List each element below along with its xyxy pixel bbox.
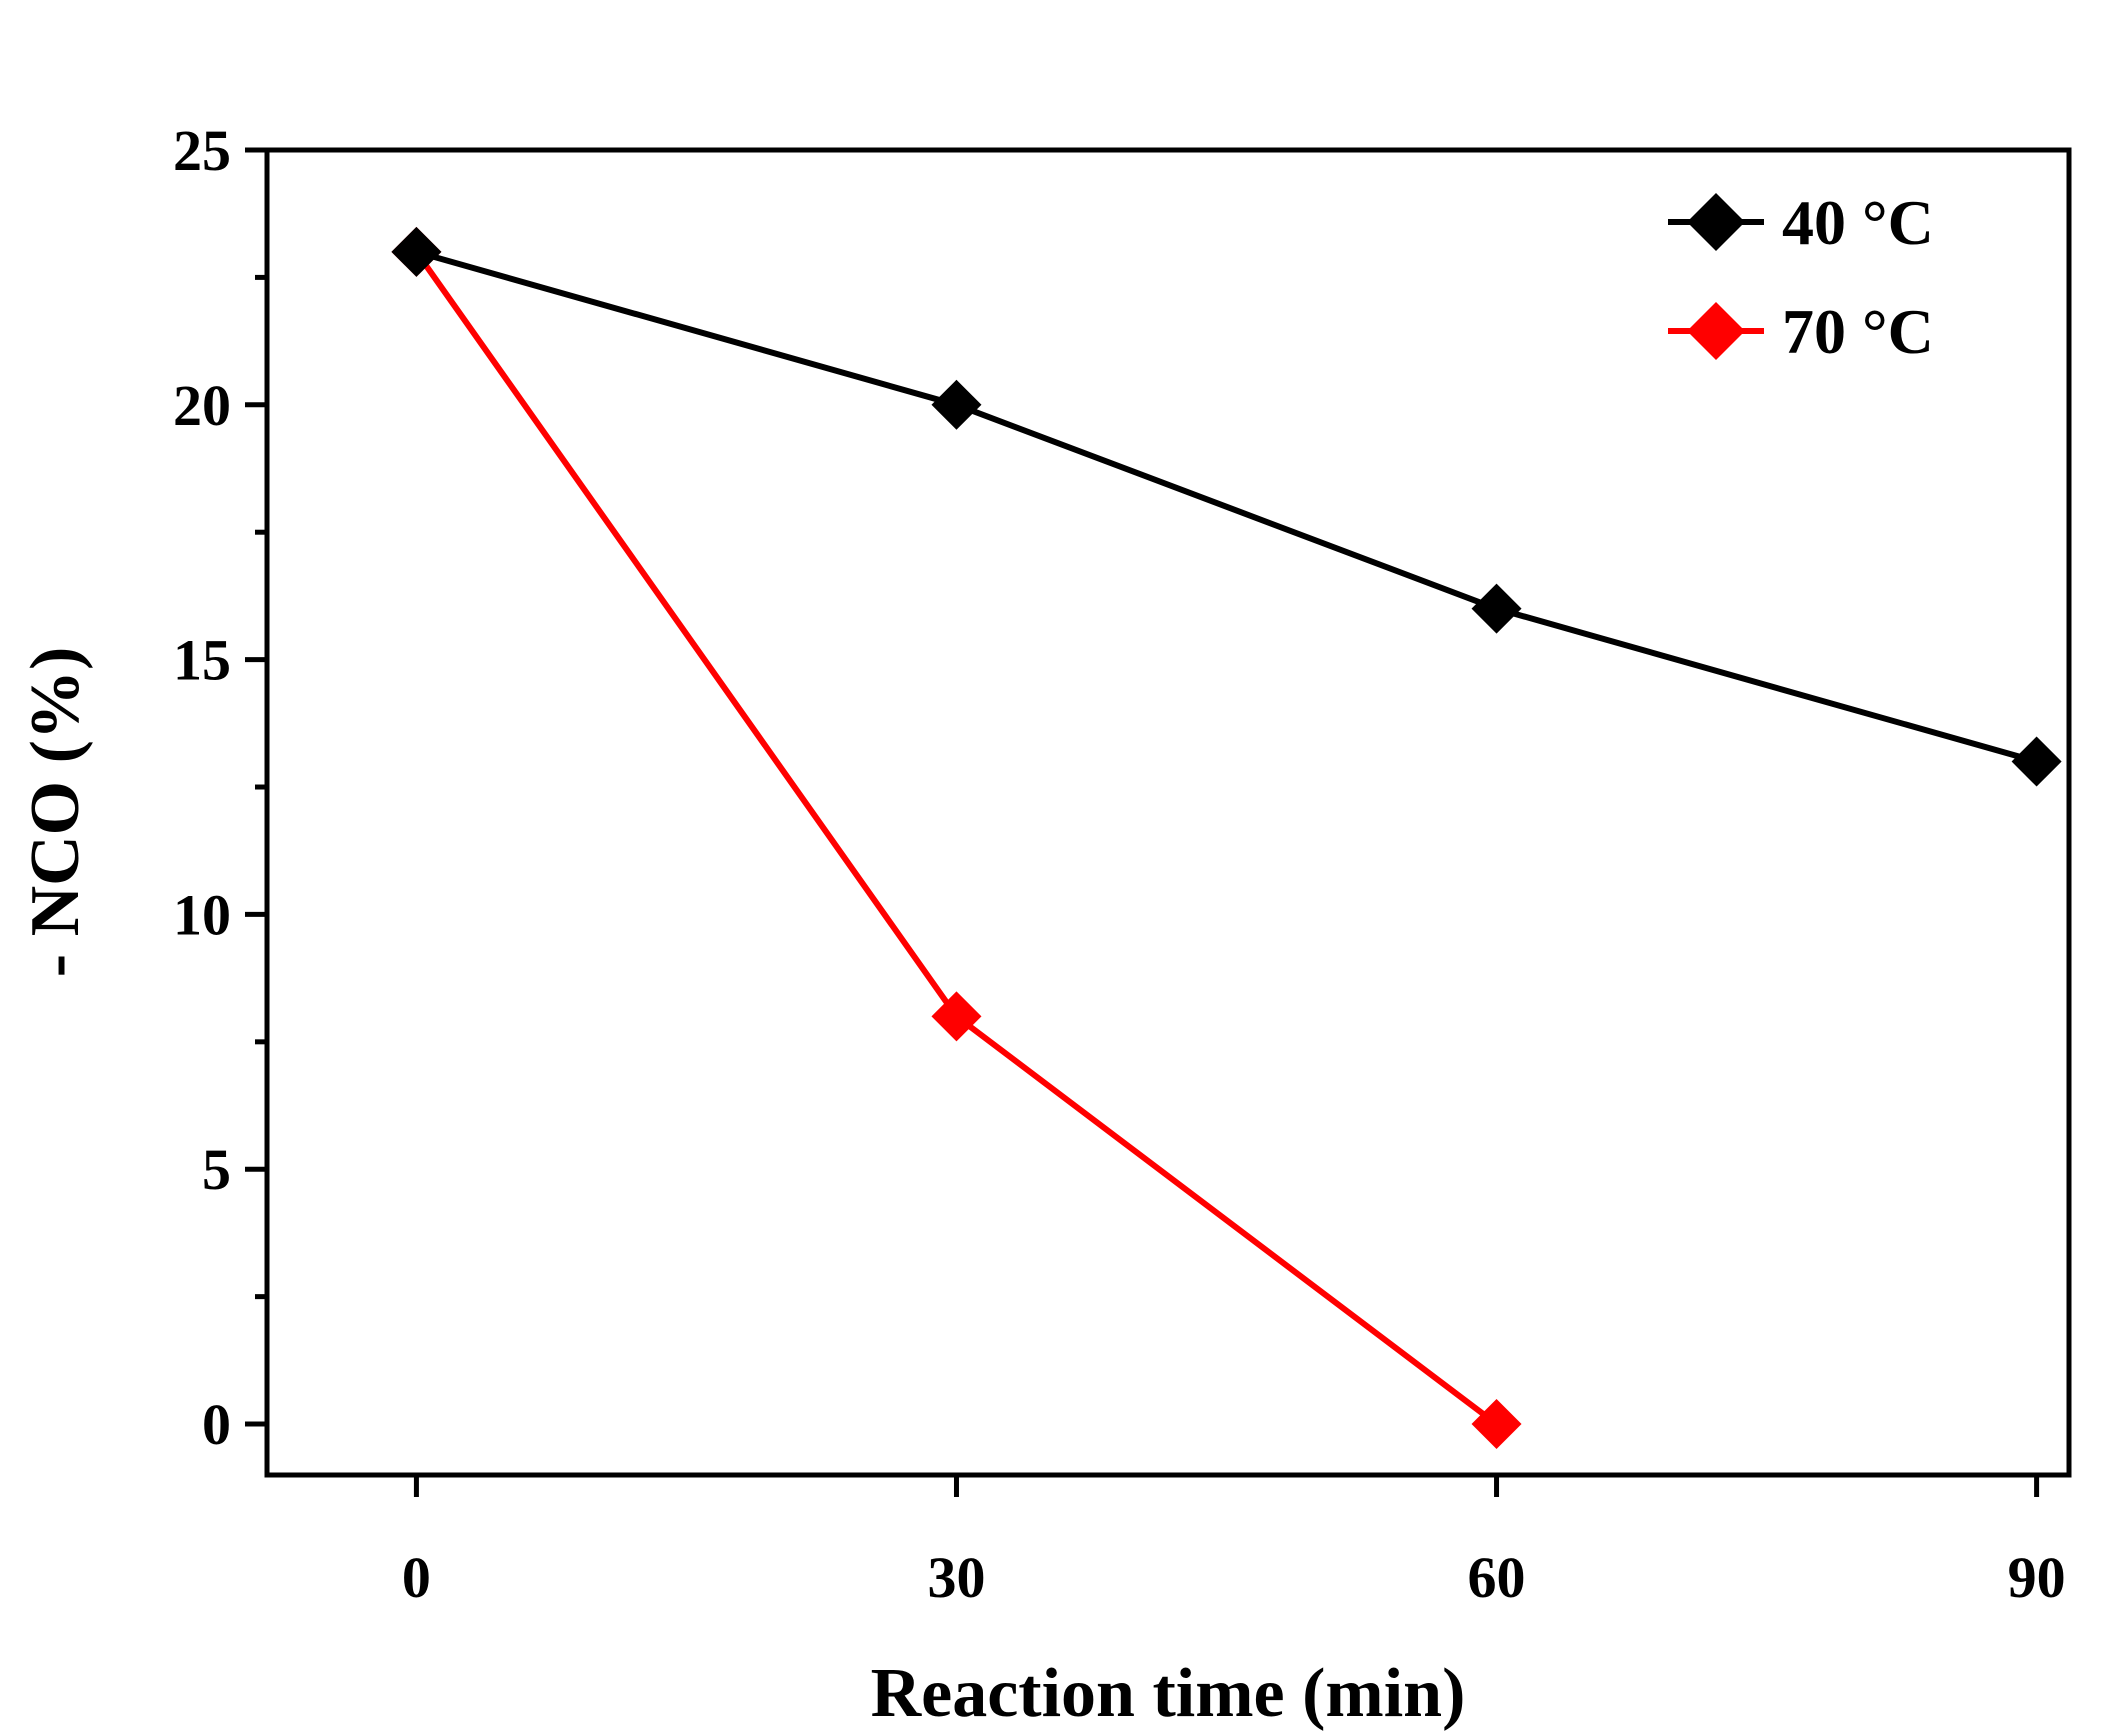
legend-marker bbox=[1687, 193, 1745, 251]
data-point bbox=[1471, 583, 1522, 634]
legend-item: 70 °C bbox=[1668, 296, 1934, 367]
legend-marker bbox=[1687, 302, 1745, 360]
series-1 bbox=[391, 226, 2062, 787]
y-tick-label: 0 bbox=[202, 1392, 231, 1457]
series-layer bbox=[391, 226, 2062, 1450]
y-tick-label: 20 bbox=[173, 373, 231, 438]
x-axis: 0 30 60 90 bbox=[402, 1475, 2066, 1610]
x-axis-title: Reaction time (min) bbox=[871, 1655, 1466, 1732]
data-point bbox=[2011, 736, 2062, 787]
data-point bbox=[931, 379, 982, 430]
data-point bbox=[931, 991, 982, 1042]
legend: 40 °C 70 °C bbox=[1668, 187, 1934, 367]
plot-frame bbox=[264, 147, 2072, 1478]
x-tick-label: 30 bbox=[927, 1545, 985, 1610]
data-point bbox=[1471, 1399, 1522, 1450]
legend-item: 40 °C bbox=[1668, 187, 1934, 258]
legend-label: 70 °C bbox=[1782, 296, 1934, 367]
x-tick-label: 60 bbox=[1468, 1545, 1526, 1610]
legend-label: 40 °C bbox=[1782, 187, 1934, 258]
series-line bbox=[415, 249, 2038, 765]
x-tick-label: 0 bbox=[402, 1545, 431, 1610]
y-axis: 0 5 10 15 20 25 bbox=[173, 118, 267, 1457]
y-tick-label: 25 bbox=[173, 118, 231, 183]
y-tick-label: 5 bbox=[202, 1137, 231, 1202]
data-point bbox=[391, 226, 442, 277]
y-axis-title: - NCO (%) bbox=[17, 647, 94, 977]
y-tick-label: 10 bbox=[173, 882, 231, 947]
y-tick-label: 15 bbox=[173, 628, 231, 693]
x-tick-label: 90 bbox=[2008, 1545, 2066, 1610]
